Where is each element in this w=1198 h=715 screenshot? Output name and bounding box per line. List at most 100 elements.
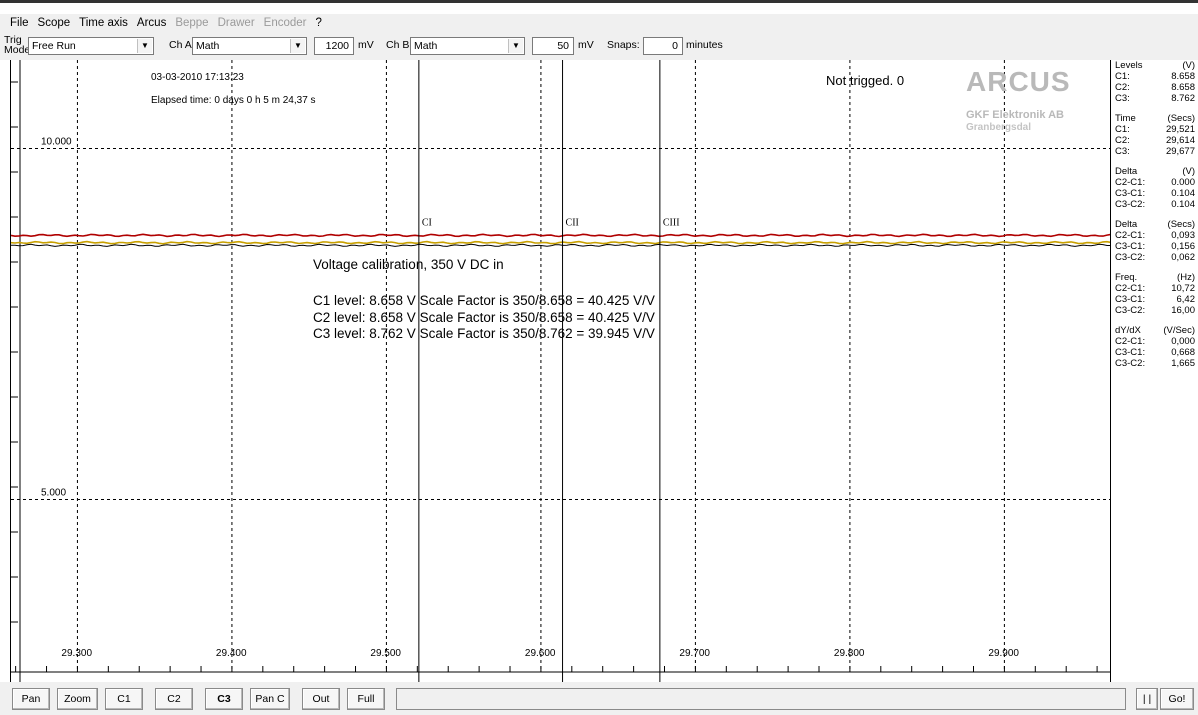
toolbar: Trig Mode Free Run ▼ Ch A Math ▼ 1200 mV… <box>0 32 1198 60</box>
x-tick-label: 29.500 <box>370 648 401 659</box>
panel-row-value: 8.762 <box>1171 93 1195 104</box>
menu-item-scope[interactable]: Scope <box>37 17 71 29</box>
snaps-label: Snaps: <box>607 39 640 51</box>
panel-group: dY/dX (V/Sec) C2-C1: 0,000 C3-C1: 0,668 C3-C2:… <box>1115 325 1195 369</box>
zoom-button[interactable]: Zoom <box>57 688 98 710</box>
panel-group: Time (Secs) C1: 29,521 C2: 29,614 C3: 29,677 <box>1115 113 1195 157</box>
mode-label: Mode <box>4 44 31 56</box>
chb-value: Math <box>414 40 438 52</box>
c1-button[interactable]: C1 <box>105 688 143 710</box>
measurement-panel: Levels (V) C1: 8.658 C2: 8.658 C3: 8.762 Time (Se… <box>1110 60 1198 682</box>
pan-button[interactable]: Pan <box>12 688 50 710</box>
panel-row-value: 0,668 <box>1171 347 1195 358</box>
menu-item-beppe[interactable]: Beppe <box>175 17 209 29</box>
panel-header-label: dY/dX <box>1115 325 1141 336</box>
scope-plot[interactable]: 10.000 5.000 29.300 29.400 29.500 29.600 29.70… <box>10 60 1111 682</box>
annotation-c3: C3 level: 8.762 V Scale Factor is 350/8.… <box>313 326 655 341</box>
chevron-down-icon[interactable]: ▼ <box>290 39 305 53</box>
plot-elapsed: Elapsed time: 0 days 0 h 5 m 24,37 s <box>151 95 316 106</box>
chb-select[interactable]: Math ▼ <box>410 37 525 55</box>
chb-scale-input[interactable]: 50 <box>532 37 574 55</box>
trace-line <box>11 243 1111 247</box>
x-tick-label: 29.700 <box>679 648 710 659</box>
chevron-down-icon[interactable]: ▼ <box>137 39 152 53</box>
panel-header-unit: (Hz) <box>1177 272 1195 283</box>
x-tick-label: 29.900 <box>988 648 1019 659</box>
cha-unit: mV <box>358 39 374 51</box>
panel-row: C3-C2: 0.104 <box>1115 199 1195 210</box>
panel-row-label: C3-C2: <box>1115 199 1146 210</box>
panel-row-label: C2-C1: <box>1115 283 1146 294</box>
go-button[interactable]: Go! <box>1160 688 1194 710</box>
panel-row-label: C2-C1: <box>1115 230 1146 241</box>
snaps-unit: minutes <box>686 39 723 51</box>
menu-item-arcus[interactable]: Arcus <box>136 17 167 29</box>
cursor-label: CIII <box>663 218 680 229</box>
menu-item-time-axis[interactable]: Time axis <box>79 17 128 29</box>
panel-group: Delta (Secs) C2-C1: 0,093 C3-C1: 0,156 C3-C2: 0… <box>1115 219 1195 263</box>
panel-header-label: Freq. <box>1115 272 1138 283</box>
pan-c-button[interactable]: Pan C <box>250 688 290 710</box>
x-tick-label: 29.300 <box>61 648 92 659</box>
out-button[interactable]: Out <box>302 688 340 710</box>
panel-header-label: Levels <box>1115 60 1143 71</box>
panel-group-header: Delta (V) <box>1115 166 1195 177</box>
panel-row-value: 6,42 <box>1176 294 1196 305</box>
panel-row-value: 1,665 <box>1171 358 1195 369</box>
panel-row: C2: 29,614 <box>1115 135 1195 146</box>
panel-row-value: 10,72 <box>1171 283 1195 294</box>
plot-datetime: 03-03-2010 17:13:23 <box>151 72 244 83</box>
panel-row-value: 0,093 <box>1171 230 1195 241</box>
panel-header-label: Delta <box>1115 166 1138 177</box>
panel-row-value: 0.104 <box>1171 188 1195 199</box>
panel-row: C2-C1: 0,000 <box>1115 336 1195 347</box>
panel-row-value: 0,000 <box>1171 336 1195 347</box>
panel-row: C3-C2: 0,062 <box>1115 252 1195 263</box>
chevron-down-icon[interactable]: ▼ <box>508 39 523 53</box>
snaps-input[interactable]: 0 <box>643 37 683 55</box>
trig-mode-select[interactable]: Free Run ▼ <box>28 37 154 55</box>
panel-row-label: C2: <box>1115 135 1130 146</box>
cha-label: Ch A <box>169 39 192 51</box>
menu-item-help[interactable]: ? <box>315 17 322 29</box>
panel-row-value: 8.658 <box>1171 71 1195 82</box>
panel-row-label: C3-C2: <box>1115 305 1146 316</box>
brand-logo: ARCUS <box>966 66 1071 97</box>
x-tick-label: 29.400 <box>216 648 247 659</box>
chb-label: Ch B <box>386 39 410 51</box>
menu-item-file[interactable]: File <box>10 17 29 29</box>
panel-header-unit: (Secs) <box>1167 219 1195 230</box>
panel-row-label: C2-C1: <box>1115 336 1146 347</box>
pause-button[interactable]: | | <box>1136 688 1158 710</box>
panel-row-label: C3-C2: <box>1115 358 1146 369</box>
panel-row-label: C3-C1: <box>1115 294 1146 305</box>
full-button[interactable]: Full <box>347 688 385 710</box>
cursor-label: CII <box>566 218 579 229</box>
panel-row: C3-C1: 0,156 <box>1115 241 1195 252</box>
panel-row-value: 0,062 <box>1171 252 1195 263</box>
panel-header-unit: (V) <box>1182 166 1195 177</box>
c3-button[interactable]: C3 <box>205 688 243 710</box>
trig-mode-value: Free Run <box>32 40 76 52</box>
trig-label: Trig <box>4 34 22 46</box>
panel-group: Delta (V) C2-C1: 0.000 C3-C1: 0.104 C3-C2: 0.10… <box>1115 166 1195 210</box>
scope-canvas[interactable]: 10.000 5.000 29.300 29.400 29.500 29.600 29.70… <box>11 60 1111 682</box>
menu-item-drawer[interactable]: Drawer <box>217 17 255 29</box>
brand-location: Granbergsdal <box>966 122 1032 133</box>
panel-row-value: 29,677 <box>1165 146 1195 157</box>
chb-unit: mV <box>578 39 594 51</box>
panel-row-label: C2: <box>1115 82 1130 93</box>
menu-item-encoder[interactable]: Encoder <box>263 17 307 29</box>
panel-row: C3-C2: 16,00 <box>1115 305 1195 316</box>
cha-scale-input[interactable]: 1200 <box>314 37 354 55</box>
cha-select[interactable]: Math ▼ <box>192 37 307 55</box>
panel-row: C2-C1: 0,093 <box>1115 230 1195 241</box>
bottom-toolbar: Pan Zoom C1 C2 C3 Pan C Out Full | | Go! <box>0 682 1198 715</box>
y-tick-label: 10.000 <box>41 136 72 147</box>
annotation-c2: C2 level: 8.658 V Scale Factor is 350/8.… <box>313 310 655 325</box>
panel-row-value: 0.000 <box>1171 177 1195 188</box>
panel-group: Levels (V) C1: 8.658 C2: 8.658 C3: 8.762 <box>1115 60 1195 104</box>
c2-button[interactable]: C2 <box>155 688 193 710</box>
panel-row: C2: 8.658 <box>1115 82 1195 93</box>
panel-row-label: C3-C2: <box>1115 252 1146 263</box>
